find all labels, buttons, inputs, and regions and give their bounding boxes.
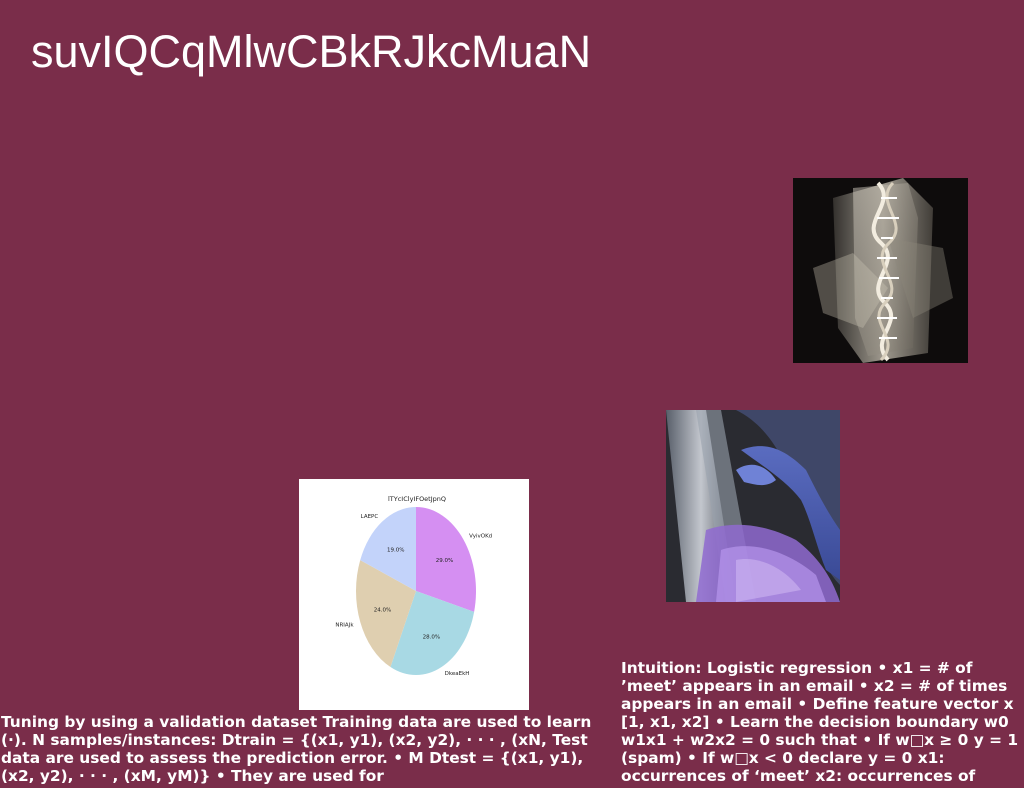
pie-slice-VyivOKd — [416, 507, 476, 612]
pie-slice-DkeaEkH — [390, 591, 475, 675]
pie-pct-label-VyivOKd: 29.0% — [436, 558, 453, 564]
dna-helix-crystal-photo — [793, 178, 968, 363]
slide-title: suvIQCqMlwCBkRJkcMuaN — [31, 26, 592, 77]
pie-slice-LAEPC — [360, 507, 416, 591]
body-text-left: Tuning by using a validation dataset Tra… — [1, 713, 592, 785]
pie-pct-label-LAEPC: 19.0% — [387, 547, 404, 553]
blue-figure-photo — [666, 410, 840, 602]
pie-pct-label-NRIAJk: 24.0% — [374, 608, 391, 614]
pie-category-label-VyivOKd: VyivOKd — [469, 533, 492, 539]
pie-chart: lTYcIClyIFOetJpnQ 29.0% VyivOKd 28.0% DkeaE… — [299, 479, 529, 710]
pie-category-label-DkeaEkH: DkeaEkH — [445, 671, 470, 677]
chart-title: lTYcIClyIFOetJpnQ — [388, 495, 446, 503]
pie-pct-label-DkeaEkH: 28.0% — [423, 635, 440, 641]
pie-category-label-LAEPC: LAEPC — [361, 514, 379, 520]
pie-slice-NRIAJk — [356, 560, 416, 668]
body-text-right: Intuition: Logistic regression • x1 = # … — [621, 659, 1019, 785]
pie-category-label-NRIAJk: NRIAJk — [335, 622, 354, 628]
